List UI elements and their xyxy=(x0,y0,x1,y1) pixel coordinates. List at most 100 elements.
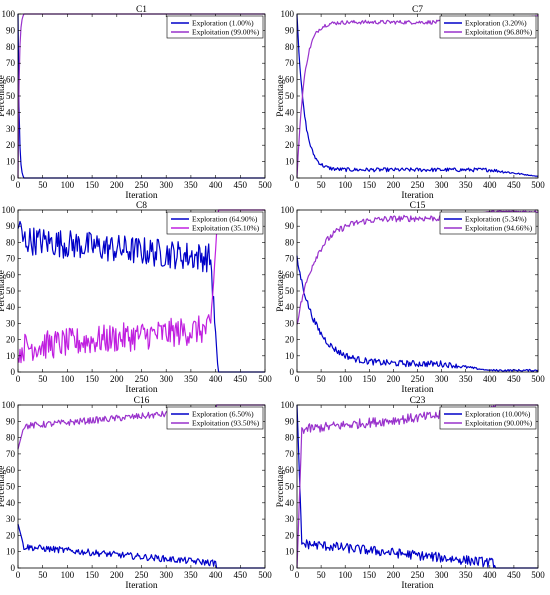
y-tick-label: 30 xyxy=(285,514,295,524)
x-tick-label: 150 xyxy=(363,374,377,384)
x-tick-label: 250 xyxy=(411,180,425,190)
y-tick-label: 70 xyxy=(6,254,16,264)
series-group xyxy=(17,404,265,569)
y-tick-label: 40 xyxy=(285,302,295,312)
x-tick-label: 500 xyxy=(531,570,545,580)
y-tick-label: 10 xyxy=(6,157,16,167)
x-axis-label: Iteration xyxy=(125,385,157,395)
x-tick-label: 400 xyxy=(483,374,497,384)
x-tick-label: 350 xyxy=(184,570,198,580)
x-tick-label: 100 xyxy=(338,570,352,580)
y-tick-label: 50 xyxy=(285,91,295,101)
x-tick-label: 300 xyxy=(435,180,449,190)
x-tick-label: 50 xyxy=(38,374,48,384)
legend-label: Exploration (3.20%) xyxy=(465,19,527,28)
legend-label: Exploitation (35.10%) xyxy=(192,224,260,233)
y-tick-label: 30 xyxy=(6,514,16,524)
x-tick-label: 150 xyxy=(363,180,377,190)
x-tick-label: 200 xyxy=(110,180,124,190)
x-tick-label: 350 xyxy=(184,180,198,190)
y-tick-label: 100 xyxy=(2,205,16,215)
series-line-exploration xyxy=(17,523,265,569)
x-tick-label: 0 xyxy=(295,180,300,190)
y-tick-label: 70 xyxy=(285,254,295,264)
x-axis-label: Iteration xyxy=(125,191,157,201)
y-tick-label: 90 xyxy=(285,416,295,426)
plot-frame xyxy=(296,13,539,179)
x-tick-label: 200 xyxy=(387,374,401,384)
x-tick-label: 250 xyxy=(135,180,149,190)
y-tick-label: 40 xyxy=(285,107,295,117)
series-group xyxy=(296,210,539,372)
x-tick-label: 150 xyxy=(85,180,99,190)
x-tick-label: 500 xyxy=(531,374,545,384)
y-tick-label: 60 xyxy=(6,270,16,280)
y-tick-label: 10 xyxy=(285,547,295,557)
legend: Exploration (5.34%)Exploitation (94.66%) xyxy=(439,211,537,235)
y-tick-label: 50 xyxy=(6,91,16,101)
legend-label: Exploitation (93.50%) xyxy=(192,419,260,428)
y-tick-label: 100 xyxy=(281,205,295,215)
x-tick-label: 200 xyxy=(110,570,124,580)
legend-label: Exploration (64.90%) xyxy=(192,215,258,224)
chart-title: C8 xyxy=(136,201,147,211)
x-tick-label: 50 xyxy=(317,180,327,190)
x-tick-label: 500 xyxy=(531,180,545,190)
x-tick-label: 50 xyxy=(38,570,48,580)
x-tick-label: 400 xyxy=(483,570,497,580)
legend-box xyxy=(166,406,264,430)
y-tick-label: 90 xyxy=(6,416,16,426)
x-tick-label: 300 xyxy=(159,570,173,580)
x-tick-label: 50 xyxy=(317,374,327,384)
y-tick-label: 80 xyxy=(6,237,16,247)
y-tick-label: 90 xyxy=(285,221,295,231)
y-tick-label: 90 xyxy=(6,25,16,35)
y-tick-label: 20 xyxy=(6,140,16,150)
x-tick-label: 100 xyxy=(61,180,75,190)
y-tick-label: 60 xyxy=(285,270,295,280)
y-tick-label: 80 xyxy=(6,42,16,52)
series-line-exploitation xyxy=(296,15,539,178)
legend: Exploration (10.00%)Exploitation (90.00%… xyxy=(439,406,537,430)
y-tick-label: 0 xyxy=(11,173,16,183)
x-tick-label: 100 xyxy=(338,374,352,384)
x-tick-label: 0 xyxy=(16,374,21,384)
y-tick-label: 0 xyxy=(290,563,295,573)
x-tick-label: 450 xyxy=(234,374,248,384)
y-tick-label: 90 xyxy=(6,221,16,231)
x-tick-label: 0 xyxy=(295,374,300,384)
x-axis-label: Iteration xyxy=(401,581,433,591)
y-tick-label: 50 xyxy=(285,286,295,296)
y-tick-label: 30 xyxy=(6,318,16,328)
x-tick-label: 100 xyxy=(338,180,352,190)
x-axis-label: Iteration xyxy=(401,385,433,395)
legend-box xyxy=(439,15,537,39)
y-tick-label: 20 xyxy=(285,140,295,150)
y-tick-label: 20 xyxy=(6,335,16,345)
x-tick-label: 100 xyxy=(61,374,75,384)
x-axis-label: Iteration xyxy=(401,191,433,201)
chart-panel-c23: 0 50 100 150 200 250 300 350 400 450 500 0 10 20 30 40 5… xyxy=(276,396,545,591)
x-tick-label: 350 xyxy=(184,374,198,384)
x-tick-label: 300 xyxy=(159,180,173,190)
y-tick-label: 70 xyxy=(6,58,16,68)
legend-label: Exploration (5.34%) xyxy=(465,215,527,224)
y-tick-label: 50 xyxy=(285,482,295,492)
x-tick-label: 0 xyxy=(16,570,21,580)
x-tick-label: 450 xyxy=(234,570,248,580)
legend-label: Exploitation (96.80%) xyxy=(465,28,533,37)
x-tick-label: 200 xyxy=(387,180,401,190)
legend: Exploration (64.90%)Exploitation (35.10%… xyxy=(166,211,264,235)
y-tick-label: 20 xyxy=(6,530,16,540)
y-tick-label: 100 xyxy=(2,9,16,19)
y-tick-label: 60 xyxy=(6,75,16,85)
x-tick-label: 450 xyxy=(507,374,521,384)
y-tick-label: 70 xyxy=(285,58,295,68)
series-group xyxy=(17,209,265,373)
y-tick-label: 80 xyxy=(6,433,16,443)
legend-label: Exploration (6.50%) xyxy=(192,410,254,419)
y-tick-label: 30 xyxy=(285,124,295,134)
legend: Exploration (3.20%)Exploitation (96.80%) xyxy=(439,15,537,39)
x-tick-label: 200 xyxy=(110,374,124,384)
